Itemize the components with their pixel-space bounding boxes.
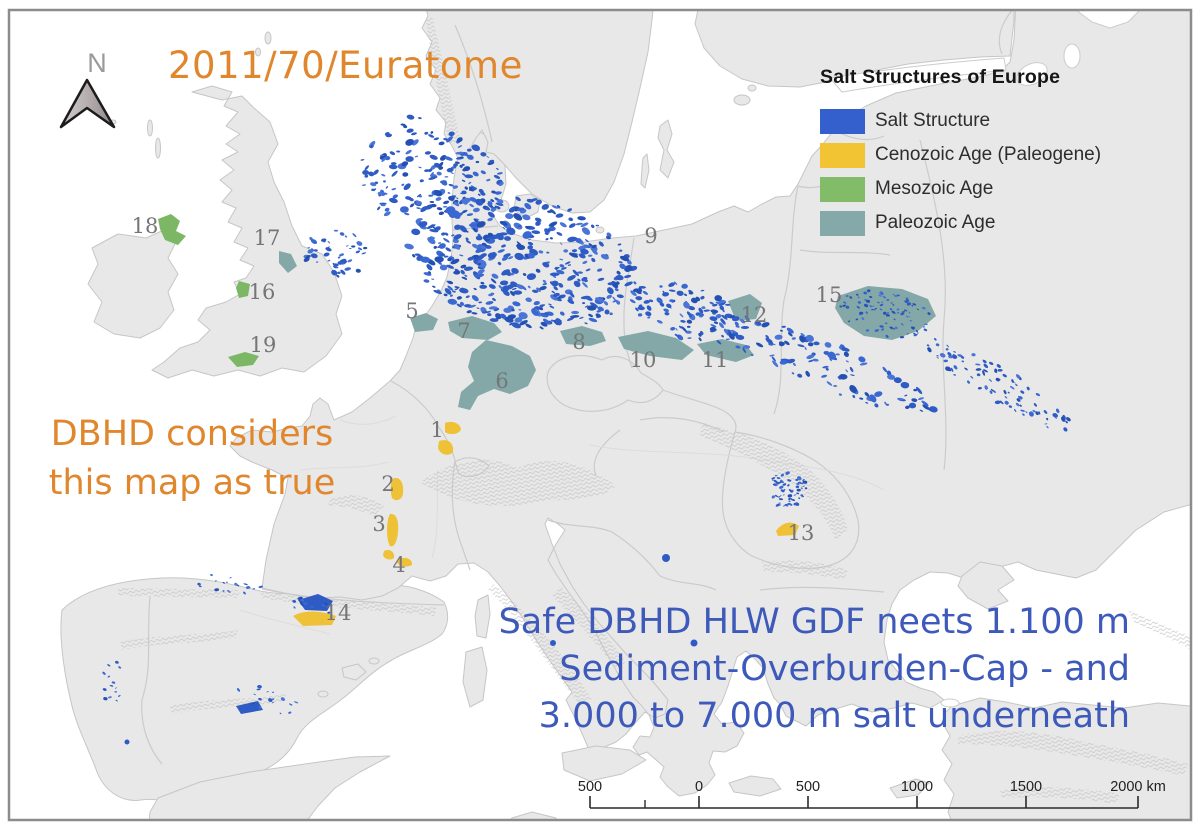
legend-swatch-mesozoic <box>820 176 865 202</box>
geology-patches <box>158 214 936 714</box>
region-marker-15: 15 <box>816 283 843 307</box>
apennines-relief <box>488 584 592 705</box>
island-corsica <box>474 594 491 639</box>
carpathians-relief <box>700 424 848 540</box>
pyrenees-relief <box>260 592 438 616</box>
region-marker-18: 18 <box>132 214 159 238</box>
legend-label-salt-structure: Salt Structure <box>875 110 991 131</box>
mountain-relief <box>118 16 1191 804</box>
scale-label: 0 <box>695 779 703 795</box>
island-saaremaa <box>733 94 751 106</box>
anatolia-relief-1 <box>958 730 1188 776</box>
north-arrow-label: N <box>87 48 107 78</box>
legend-label-cenozoic: Cenozoic Age (Paleogene) <box>875 144 1102 165</box>
region-marker-19: 19 <box>250 333 277 357</box>
region-marker-11: 11 <box>702 348 729 372</box>
white-sea <box>1075 10 1141 29</box>
region-marker-14: 14 <box>325 601 352 625</box>
dinarides-relief <box>552 586 626 668</box>
lake-ladoga <box>1016 62 1048 86</box>
iberia-relief-2 <box>170 694 286 714</box>
scale-label: 500 <box>578 779 602 795</box>
scale-label: 1000 <box>901 779 933 795</box>
salt-structure-dots <box>102 114 1071 745</box>
region-marker-13: 13 <box>788 521 815 545</box>
region-marker-10: 10 <box>630 348 657 372</box>
lakes <box>829 10 1141 708</box>
legend: Salt Structures of Europe Salt Structure… <box>820 66 1101 244</box>
region-marker-7: 7 <box>457 319 470 343</box>
balkan-relief <box>762 560 848 580</box>
island-shetland <box>264 31 272 45</box>
scale-bar: 500 0 500 1000 1500 2000 km <box>578 779 1166 809</box>
island-oland <box>640 153 650 189</box>
island-bornholm <box>595 226 605 234</box>
island-hiiumaa <box>747 84 757 92</box>
island-orkney <box>255 47 261 57</box>
gulf-of-finland <box>829 57 1007 93</box>
island-crete <box>728 775 782 797</box>
scale-label: 1500 <box>1010 779 1042 795</box>
cantabrian-relief <box>118 588 240 598</box>
land-mainland-europe <box>229 10 1191 797</box>
land-tunisia <box>509 811 558 820</box>
sea-of-marmara <box>940 698 960 708</box>
region-marker-8: 8 <box>572 330 585 354</box>
island-ibiza <box>317 690 329 698</box>
legend-row-salt: Salt Structure <box>820 108 1101 134</box>
scale-label: 2000 km <box>1110 779 1166 795</box>
legend-swatch-cenozoic <box>820 142 865 168</box>
legend-label-mesozoic: Mesozoic Age <box>875 178 994 199</box>
legend-swatch-paleozoic <box>820 210 865 236</box>
scandes-relief <box>426 16 460 146</box>
land-iberia <box>60 577 449 804</box>
region-marker-2: 2 <box>381 472 394 496</box>
island-menorca <box>368 657 380 665</box>
anatolia-relief-2 <box>1000 787 1120 804</box>
scale-label: 500 <box>796 779 820 795</box>
land-great-britain <box>151 85 343 379</box>
region-marker-16: 16 <box>249 280 276 304</box>
land-scandinavia <box>421 10 654 214</box>
land-ireland <box>87 229 179 339</box>
legend-row-mesozoic: Mesozoic Age <box>820 176 1101 202</box>
island-cyprus <box>889 778 930 799</box>
island-hebrides-2 <box>155 137 161 159</box>
island-mallorca <box>341 663 367 681</box>
region-marker-6: 6 <box>495 369 508 393</box>
region-marker-9: 9 <box>644 224 657 248</box>
legend-row-cenozoic: Cenozoic Age (Paleogene) <box>820 142 1101 168</box>
island-gotland <box>657 119 675 179</box>
land-north-africa <box>148 755 391 820</box>
iberia-relief-1 <box>120 630 238 650</box>
island-crimea <box>957 561 1015 610</box>
legend-title: Salt Structures of Europe <box>820 66 1061 88</box>
caucasus-relief <box>1128 610 1191 650</box>
island-sicily <box>561 745 647 782</box>
region-marker-1: 1 <box>430 418 443 442</box>
island-sardinia <box>462 646 488 708</box>
north-arrow-icon <box>59 78 116 129</box>
lake-onega <box>1063 43 1081 69</box>
island-hebrides-1 <box>147 119 153 137</box>
legend-swatch-salt-structure <box>820 108 865 134</box>
region-marker-5: 5 <box>405 299 418 323</box>
region-marker-17: 17 <box>254 226 281 250</box>
alps-relief <box>420 459 616 507</box>
legend-row-paleozoic: Paleozoic Age <box>820 210 1101 236</box>
massif-central-relief <box>328 495 384 516</box>
region-marker-4: 4 <box>392 553 405 577</box>
map-neatline <box>7 8 1193 822</box>
north-arrow: N <box>59 48 116 129</box>
region-marker-12: 12 <box>741 303 768 327</box>
region-marker-3: 3 <box>372 512 385 536</box>
legend-label-paleozoic: Paleozoic Age <box>875 212 996 233</box>
